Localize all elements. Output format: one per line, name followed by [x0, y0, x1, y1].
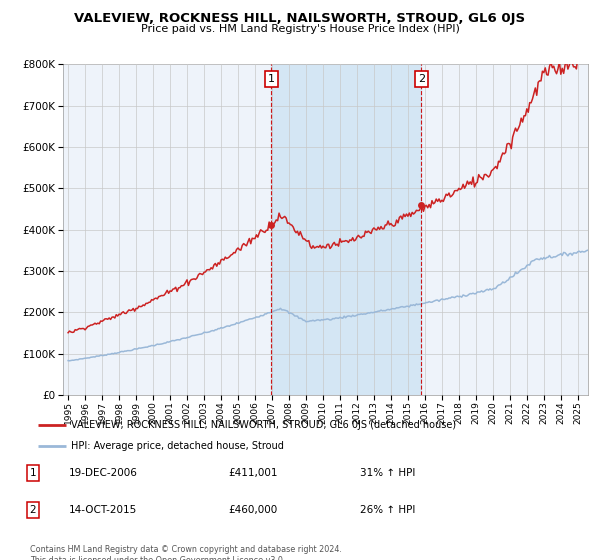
- Text: HPI: Average price, detached house, Stroud: HPI: Average price, detached house, Stro…: [71, 441, 284, 451]
- Bar: [271, 64, 421, 395]
- Text: 19-DEC-2006: 19-DEC-2006: [69, 468, 138, 478]
- Text: 31% ↑ HPI: 31% ↑ HPI: [360, 468, 415, 478]
- Text: 1: 1: [268, 74, 275, 84]
- Text: VALEVIEW, ROCKNESS HILL, NAILSWORTH, STROUD, GL6 0JS (detached house): VALEVIEW, ROCKNESS HILL, NAILSWORTH, STR…: [71, 421, 457, 430]
- Text: 1: 1: [29, 468, 37, 478]
- Text: 14-OCT-2015: 14-OCT-2015: [69, 505, 137, 515]
- Text: 26% ↑ HPI: 26% ↑ HPI: [360, 505, 415, 515]
- Text: Contains HM Land Registry data © Crown copyright and database right 2024.
This d: Contains HM Land Registry data © Crown c…: [30, 545, 342, 560]
- Text: £460,000: £460,000: [228, 505, 277, 515]
- Text: £411,001: £411,001: [228, 468, 277, 478]
- Text: Price paid vs. HM Land Registry's House Price Index (HPI): Price paid vs. HM Land Registry's House …: [140, 24, 460, 34]
- Text: 2: 2: [418, 74, 425, 84]
- Text: 2: 2: [29, 505, 37, 515]
- Text: VALEVIEW, ROCKNESS HILL, NAILSWORTH, STROUD, GL6 0JS: VALEVIEW, ROCKNESS HILL, NAILSWORTH, STR…: [74, 12, 526, 25]
